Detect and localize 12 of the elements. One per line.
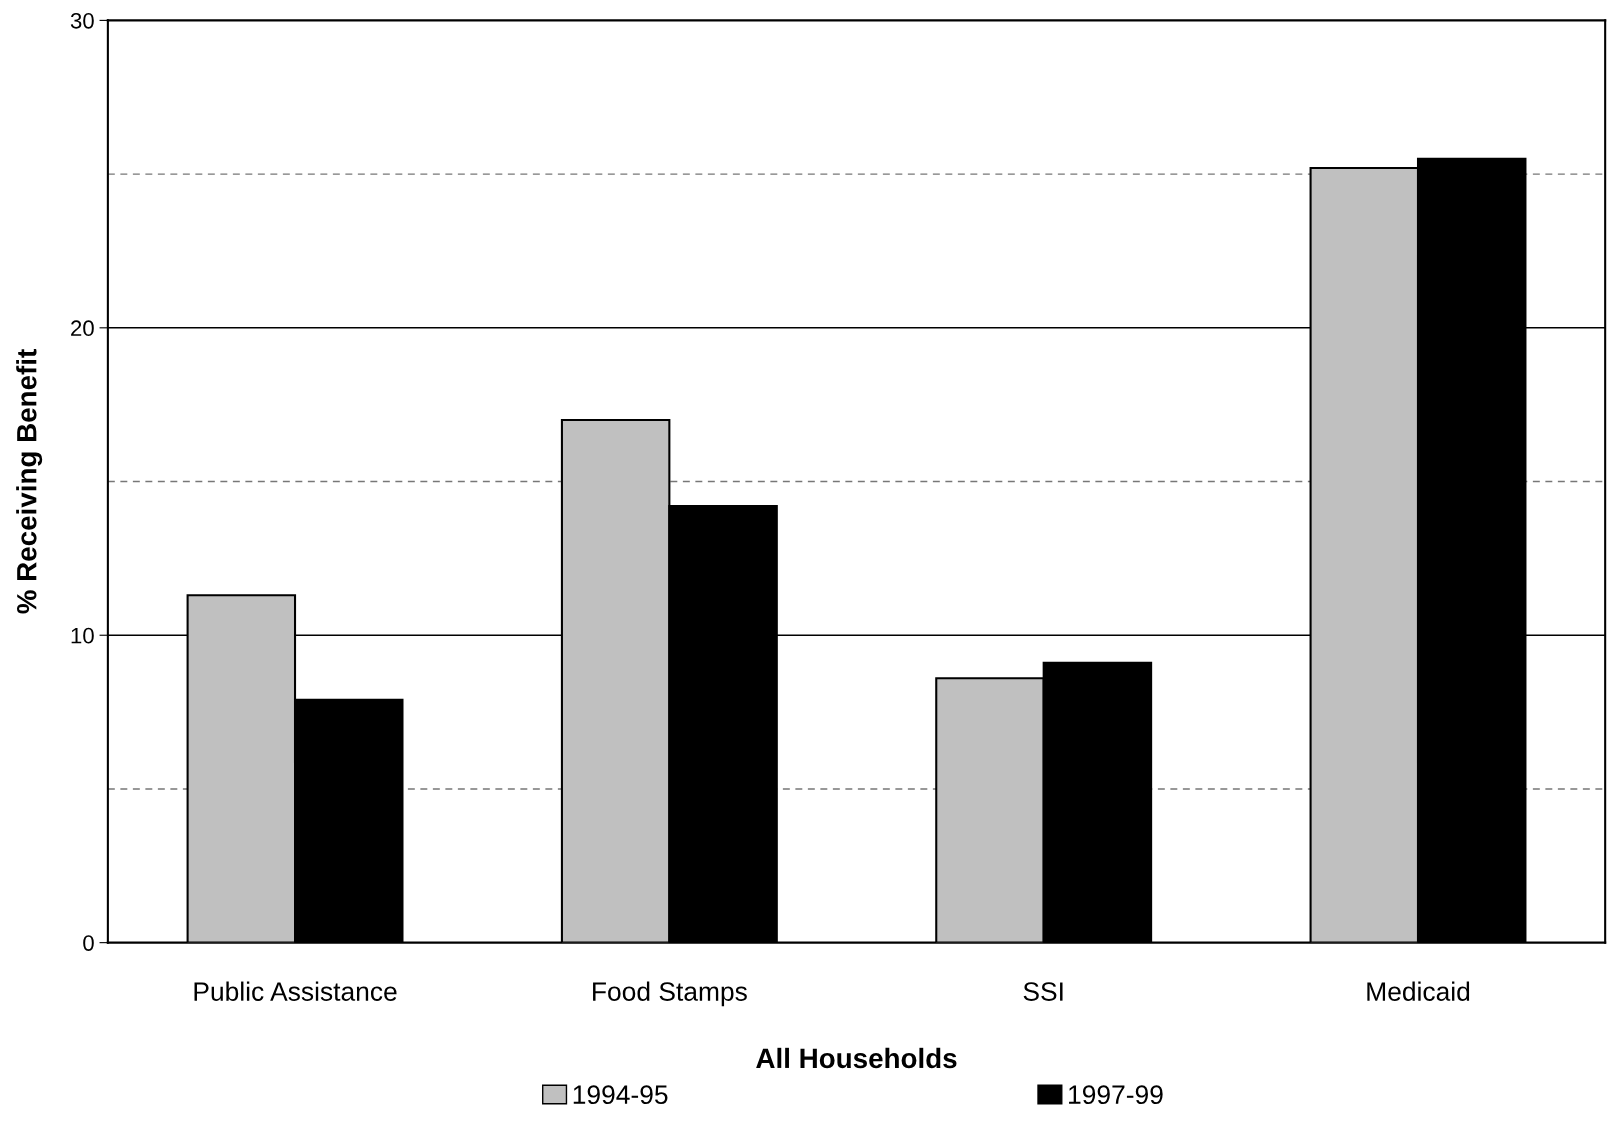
y-tick-label: 10: [71, 627, 94, 644]
y-axis-title: % Receiving Benefit: [16, 349, 43, 614]
y-tick-label: 20: [71, 320, 94, 337]
x-tick-label: SSI: [1023, 982, 1063, 1001]
x-axis-title: All Households: [756, 1047, 957, 1069]
legend-label: 1997-99: [1069, 1085, 1163, 1105]
x-tick-label: Food Stamps: [593, 981, 747, 1007]
legend-label: 1994-95: [573, 1085, 668, 1105]
x-tick-label: Public Assistance: [194, 981, 397, 1001]
y-tick-label: 30: [70, 12, 94, 29]
y-tick-label: 0: [83, 935, 94, 951]
x-tick-label: Medicaid: [1367, 981, 1470, 1001]
